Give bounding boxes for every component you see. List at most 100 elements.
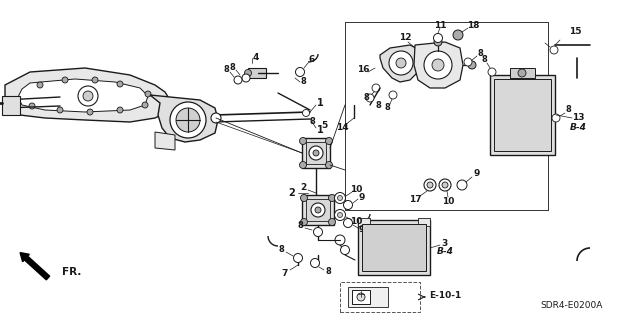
Circle shape xyxy=(326,137,333,145)
Text: 18: 18 xyxy=(467,20,479,29)
Circle shape xyxy=(301,195,307,202)
Circle shape xyxy=(464,58,472,66)
Circle shape xyxy=(211,113,221,123)
Bar xyxy=(510,68,535,78)
Text: 8: 8 xyxy=(309,117,315,127)
Text: 11: 11 xyxy=(434,20,446,29)
Circle shape xyxy=(442,182,448,188)
Text: 8: 8 xyxy=(229,63,235,72)
Circle shape xyxy=(335,210,346,220)
Bar xyxy=(418,218,430,226)
Text: E-10-1: E-10-1 xyxy=(429,291,461,300)
Circle shape xyxy=(29,103,35,109)
Text: 4: 4 xyxy=(253,53,259,62)
Text: 12: 12 xyxy=(399,33,412,42)
Circle shape xyxy=(300,137,307,145)
Bar xyxy=(302,195,334,225)
Circle shape xyxy=(117,107,123,113)
Text: 8: 8 xyxy=(565,106,571,115)
Text: 6: 6 xyxy=(309,56,315,64)
Text: 8: 8 xyxy=(384,102,390,112)
Bar xyxy=(302,138,330,168)
Circle shape xyxy=(62,77,68,83)
Polygon shape xyxy=(414,42,463,88)
Text: 8: 8 xyxy=(481,56,487,64)
Bar xyxy=(358,218,370,226)
Text: B-4: B-4 xyxy=(570,123,586,132)
Circle shape xyxy=(389,51,413,75)
Circle shape xyxy=(357,293,365,301)
Text: 5: 5 xyxy=(321,121,327,130)
Circle shape xyxy=(328,195,335,202)
Circle shape xyxy=(313,150,319,156)
Circle shape xyxy=(340,246,349,255)
Circle shape xyxy=(314,227,323,236)
Bar xyxy=(352,290,370,304)
Bar xyxy=(306,199,330,221)
Circle shape xyxy=(389,91,397,99)
Text: 1: 1 xyxy=(317,125,323,135)
Polygon shape xyxy=(150,95,218,142)
Text: 13: 13 xyxy=(572,114,584,122)
Polygon shape xyxy=(380,45,422,82)
Circle shape xyxy=(344,219,353,227)
Text: 9: 9 xyxy=(359,192,365,202)
Circle shape xyxy=(242,74,250,82)
Circle shape xyxy=(87,109,93,115)
Circle shape xyxy=(300,161,307,168)
Circle shape xyxy=(552,114,560,122)
Polygon shape xyxy=(5,68,170,122)
Polygon shape xyxy=(2,96,20,115)
Bar xyxy=(362,224,426,271)
Bar xyxy=(490,75,555,155)
Text: 9: 9 xyxy=(474,169,480,179)
Circle shape xyxy=(294,254,303,263)
Text: B-4: B-4 xyxy=(436,248,453,256)
Text: SDR4-E0200A: SDR4-E0200A xyxy=(540,301,602,310)
Circle shape xyxy=(83,91,93,101)
Bar xyxy=(348,287,388,307)
Circle shape xyxy=(518,69,526,77)
Text: 14: 14 xyxy=(336,123,348,132)
Text: 10: 10 xyxy=(350,218,362,226)
Bar xyxy=(494,79,551,151)
Bar xyxy=(340,282,420,312)
Text: 8: 8 xyxy=(477,48,483,57)
Circle shape xyxy=(328,219,335,226)
Text: 8: 8 xyxy=(278,246,284,255)
Circle shape xyxy=(301,219,307,226)
Text: 2: 2 xyxy=(300,183,306,192)
Circle shape xyxy=(309,146,323,160)
Text: 8: 8 xyxy=(300,78,306,86)
Circle shape xyxy=(366,94,374,102)
Circle shape xyxy=(335,192,346,204)
Text: 7: 7 xyxy=(282,269,288,278)
Text: 8: 8 xyxy=(223,65,229,75)
Text: 8: 8 xyxy=(363,93,369,102)
Bar xyxy=(306,142,326,164)
Text: 17: 17 xyxy=(409,196,421,204)
Text: 8: 8 xyxy=(325,268,331,277)
Circle shape xyxy=(170,102,206,138)
Circle shape xyxy=(439,179,451,191)
Polygon shape xyxy=(155,132,175,150)
Text: 16: 16 xyxy=(356,65,369,75)
Circle shape xyxy=(432,59,444,71)
Text: 10: 10 xyxy=(350,186,362,195)
Circle shape xyxy=(145,91,151,97)
Circle shape xyxy=(424,51,452,79)
Text: 8: 8 xyxy=(375,100,381,109)
Circle shape xyxy=(37,82,43,88)
Circle shape xyxy=(344,201,353,210)
Circle shape xyxy=(57,107,63,113)
Circle shape xyxy=(78,86,98,106)
Circle shape xyxy=(315,207,321,213)
Text: 8: 8 xyxy=(297,221,303,231)
Text: 9: 9 xyxy=(359,226,365,234)
Text: FR.: FR. xyxy=(62,267,81,277)
Text: 3: 3 xyxy=(442,239,448,248)
FancyArrow shape xyxy=(20,253,50,280)
Bar xyxy=(358,220,430,275)
Circle shape xyxy=(311,203,325,217)
Polygon shape xyxy=(18,79,148,112)
